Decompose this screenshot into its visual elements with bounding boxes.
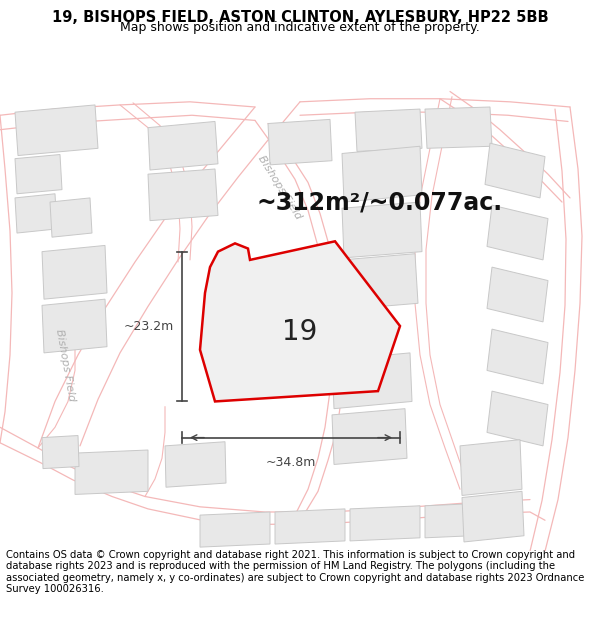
Polygon shape — [487, 391, 548, 446]
Polygon shape — [425, 107, 492, 148]
Polygon shape — [42, 246, 107, 299]
Text: ~312m²/~0.077ac.: ~312m²/~0.077ac. — [257, 190, 503, 214]
Polygon shape — [15, 154, 62, 194]
Polygon shape — [487, 267, 548, 322]
Polygon shape — [487, 205, 548, 260]
Text: 19, BISHOPS FIELD, ASTON CLINTON, AYLESBURY, HP22 5BB: 19, BISHOPS FIELD, ASTON CLINTON, AYLESB… — [52, 10, 548, 25]
Text: ~23.2m: ~23.2m — [124, 320, 174, 333]
Polygon shape — [332, 353, 412, 409]
Polygon shape — [268, 119, 332, 165]
Polygon shape — [342, 146, 422, 202]
Polygon shape — [148, 121, 218, 170]
Polygon shape — [200, 512, 270, 547]
Text: ~34.8m: ~34.8m — [266, 456, 316, 469]
Polygon shape — [425, 503, 495, 538]
Text: Bishops Field: Bishops Field — [256, 154, 304, 221]
Polygon shape — [342, 202, 422, 258]
Polygon shape — [350, 506, 420, 541]
Text: Bishops Field: Bishops Field — [54, 328, 76, 402]
Polygon shape — [355, 109, 422, 151]
Polygon shape — [50, 198, 92, 237]
Polygon shape — [148, 169, 218, 221]
Polygon shape — [42, 436, 79, 469]
Polygon shape — [42, 299, 107, 353]
Polygon shape — [75, 450, 148, 494]
Polygon shape — [462, 491, 524, 542]
Polygon shape — [460, 439, 522, 496]
Text: Contains OS data © Crown copyright and database right 2021. This information is : Contains OS data © Crown copyright and d… — [6, 549, 584, 594]
Polygon shape — [332, 409, 407, 464]
Polygon shape — [165, 442, 226, 488]
Text: Map shows position and indicative extent of the property.: Map shows position and indicative extent… — [120, 21, 480, 34]
Polygon shape — [200, 241, 400, 401]
Polygon shape — [275, 509, 345, 544]
Text: 19: 19 — [283, 318, 317, 346]
Polygon shape — [485, 143, 545, 198]
Polygon shape — [487, 329, 548, 384]
Polygon shape — [15, 194, 57, 233]
Polygon shape — [15, 105, 98, 156]
Polygon shape — [342, 254, 418, 309]
